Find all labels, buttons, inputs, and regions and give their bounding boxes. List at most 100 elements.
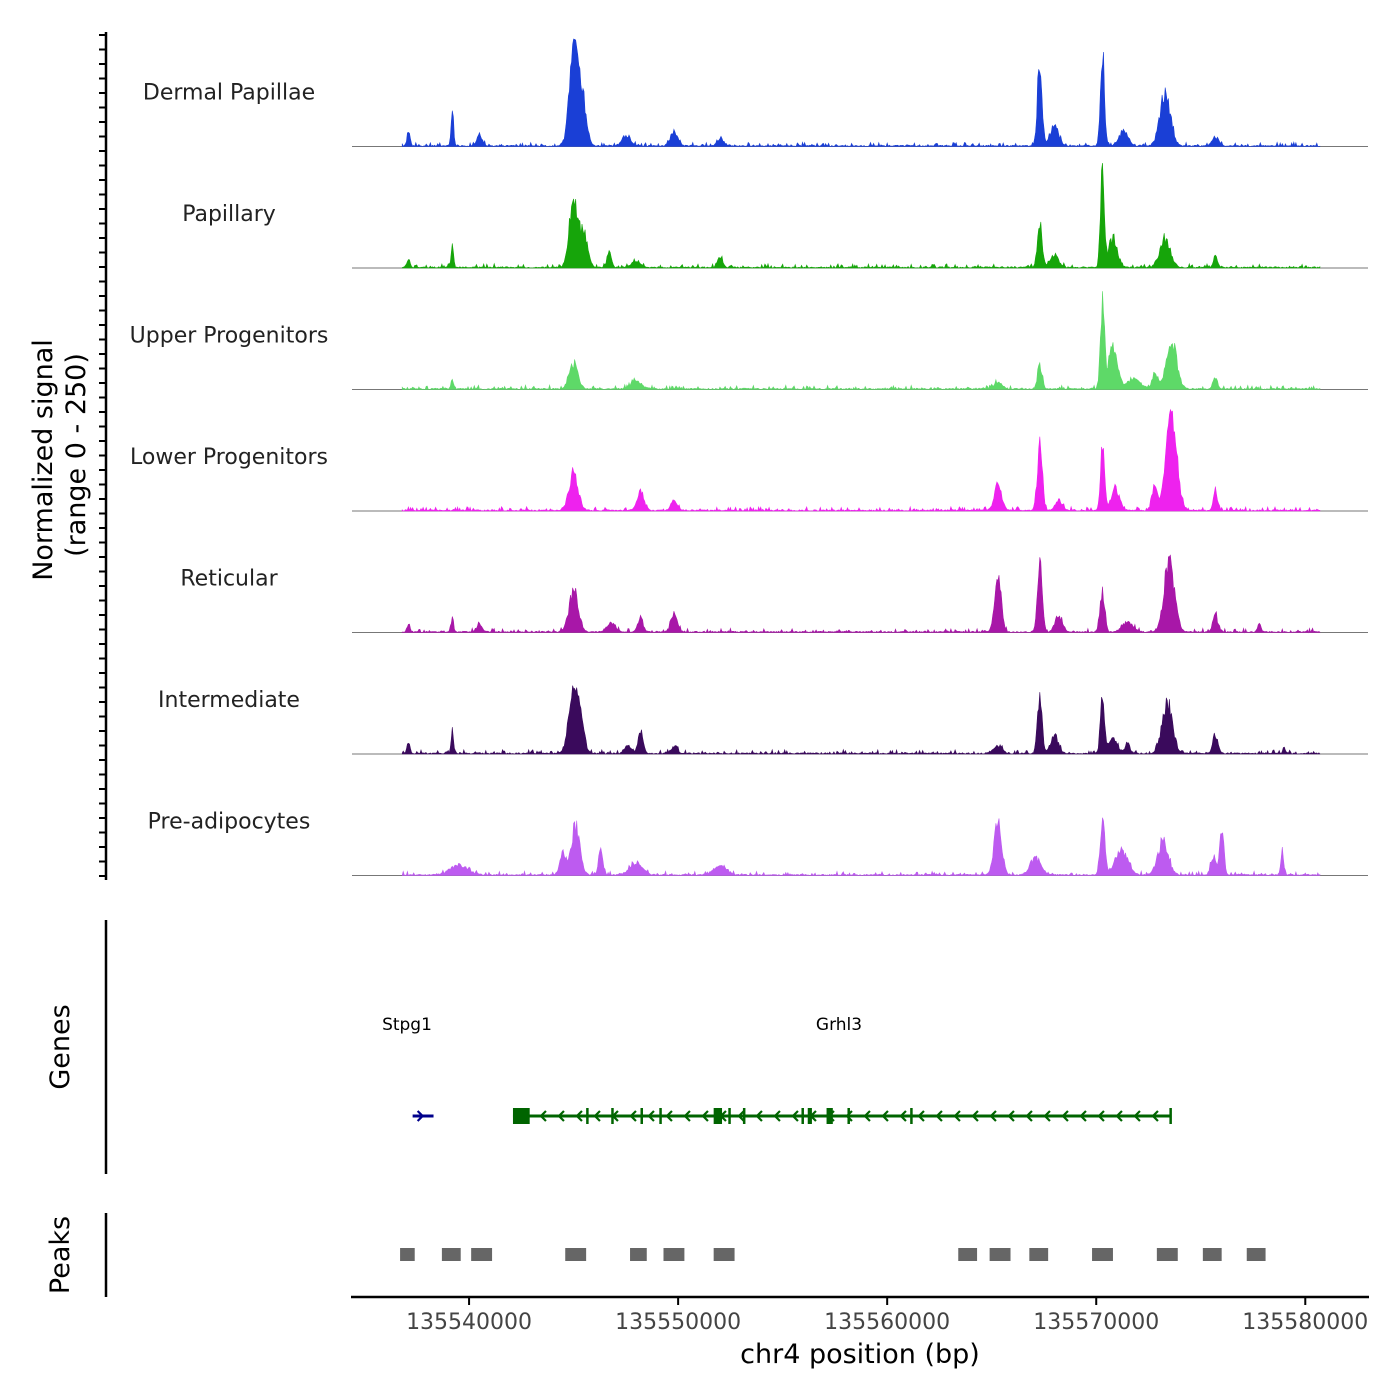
x-tick-label: 135580000 [1242,1310,1368,1335]
strand-arrow [416,1110,425,1122]
x-axis-ticks: 135540000 135550000 135560000 135570000 1355… [406,1297,1368,1335]
strand-arrow [845,1110,853,1122]
exon [910,1108,913,1124]
peak-region [441,1248,461,1261]
strand-arrow [593,1110,601,1122]
exon [713,1108,723,1124]
strand-arrow [1025,1110,1033,1122]
gene-stpg1: Stpg1 [382,1015,434,1122]
track-papillary: Papillary [182,162,1368,269]
strand-arrow [935,1110,943,1122]
peak-region [713,1248,735,1261]
strand-arrow [791,1110,799,1122]
signal-area-dermal-papillae [401,38,1321,148]
track-label-dermal-papillae: Dermal Papillae [143,81,315,106]
track-label-lower-progenitors: Lower Progenitors [130,445,328,470]
exon [512,1108,530,1124]
signal-area-papillary [401,162,1321,269]
peak-region [989,1248,1011,1261]
strand-arrow [881,1110,889,1122]
gene-annotations: Stpg1 Grhl3 [382,1015,1172,1124]
gene-label-grhl3: Grhl3 [816,1015,862,1035]
signal-area-upper-progenitors [401,291,1321,391]
signal-y-label-line1: Normalized signal [28,339,59,581]
strand-arrow [629,1110,637,1122]
signal-area-lower-progenitors [401,408,1321,513]
peak-region [400,1248,415,1261]
signal-y-label-line2: (range 0 - 250) [61,353,92,557]
strand-arrow [953,1110,961,1122]
signal-y-ticks [99,34,106,877]
x-tick-label: 135560000 [824,1310,950,1335]
strand-arrow [863,1110,871,1122]
x-tick-label: 135570000 [1033,1310,1159,1335]
strand-arrow [665,1110,673,1122]
x-axis-title: chr4 position (bp) [740,1339,980,1370]
strand-arrow [575,1110,583,1122]
exon [728,1108,731,1124]
track-label-papillary: Papillary [182,202,276,227]
exon [611,1108,614,1124]
strand-arrow [773,1110,781,1122]
peak-regions [400,1248,1266,1261]
strand-arrow [647,1110,655,1122]
strand-arrow [1061,1110,1069,1122]
track-upper-progenitors: Upper Progenitors [130,291,1368,391]
peak-region [663,1248,685,1261]
x-tick-label: 135550000 [615,1310,741,1335]
peak-region [958,1248,978,1261]
signal-area-intermediate [401,685,1321,755]
strand-arrow [1115,1110,1123,1122]
peaks-track-label: Peaks [45,1216,76,1294]
track-dermal-papillae: Dermal Papillae [143,38,1368,148]
peak-region [471,1248,493,1261]
track-lower-progenitors: Lower Progenitors [130,408,1368,513]
exon [586,1108,589,1124]
signal-tracks: Dermal Papillae Papillary Upper Progenitor… [130,38,1368,877]
exon [742,1108,746,1124]
exon [807,1108,812,1124]
track-label-upper-progenitors: Upper Progenitors [130,324,329,349]
peak-region [1246,1248,1266,1261]
signal-area-reticular [401,554,1321,634]
peak-region [1156,1248,1178,1261]
peak-region [1092,1248,1113,1261]
exon [801,1108,804,1124]
exon [826,1108,833,1124]
track-pre-adipocytes: Pre-adipocytes [148,810,1368,877]
strand-arrow [899,1110,907,1122]
strand-arrow [1097,1110,1105,1122]
gene-grhl3: Grhl3 [512,1015,1172,1124]
strand-arrow [1007,1110,1015,1122]
peak-region [1202,1248,1222,1261]
strand-arrow [1043,1110,1051,1122]
x-tick-label: 135540000 [406,1310,532,1335]
strand-arrow [971,1110,979,1122]
strand-arrow [1079,1110,1087,1122]
strand-arrow [539,1110,547,1122]
strand-arrow [755,1110,763,1122]
track-reticular: Reticular [180,554,1368,634]
strand-arrow [737,1110,745,1122]
track-label-pre-adipocytes: Pre-adipocytes [148,810,311,835]
peak-region [1029,1248,1049,1261]
strand-arrow [917,1110,925,1122]
strand-arrow [701,1110,709,1122]
signal-area-pre-adipocytes [401,817,1321,877]
peak-region [565,1248,587,1261]
peak-region [630,1248,647,1261]
exon [640,1108,643,1124]
strand-arrow [557,1110,565,1122]
strand-arrow [989,1110,997,1122]
strand-arrow [683,1110,691,1122]
track-label-intermediate: Intermediate [158,688,300,713]
genes-track-label: Genes [45,1004,76,1089]
track-label-reticular: Reticular [180,567,278,592]
exon [659,1108,662,1124]
exon [1169,1108,1172,1124]
exon [847,1108,850,1124]
gene-label-stpg1: Stpg1 [382,1015,432,1035]
strand-arrow [1151,1110,1159,1122]
strand-arrow [1133,1110,1141,1122]
